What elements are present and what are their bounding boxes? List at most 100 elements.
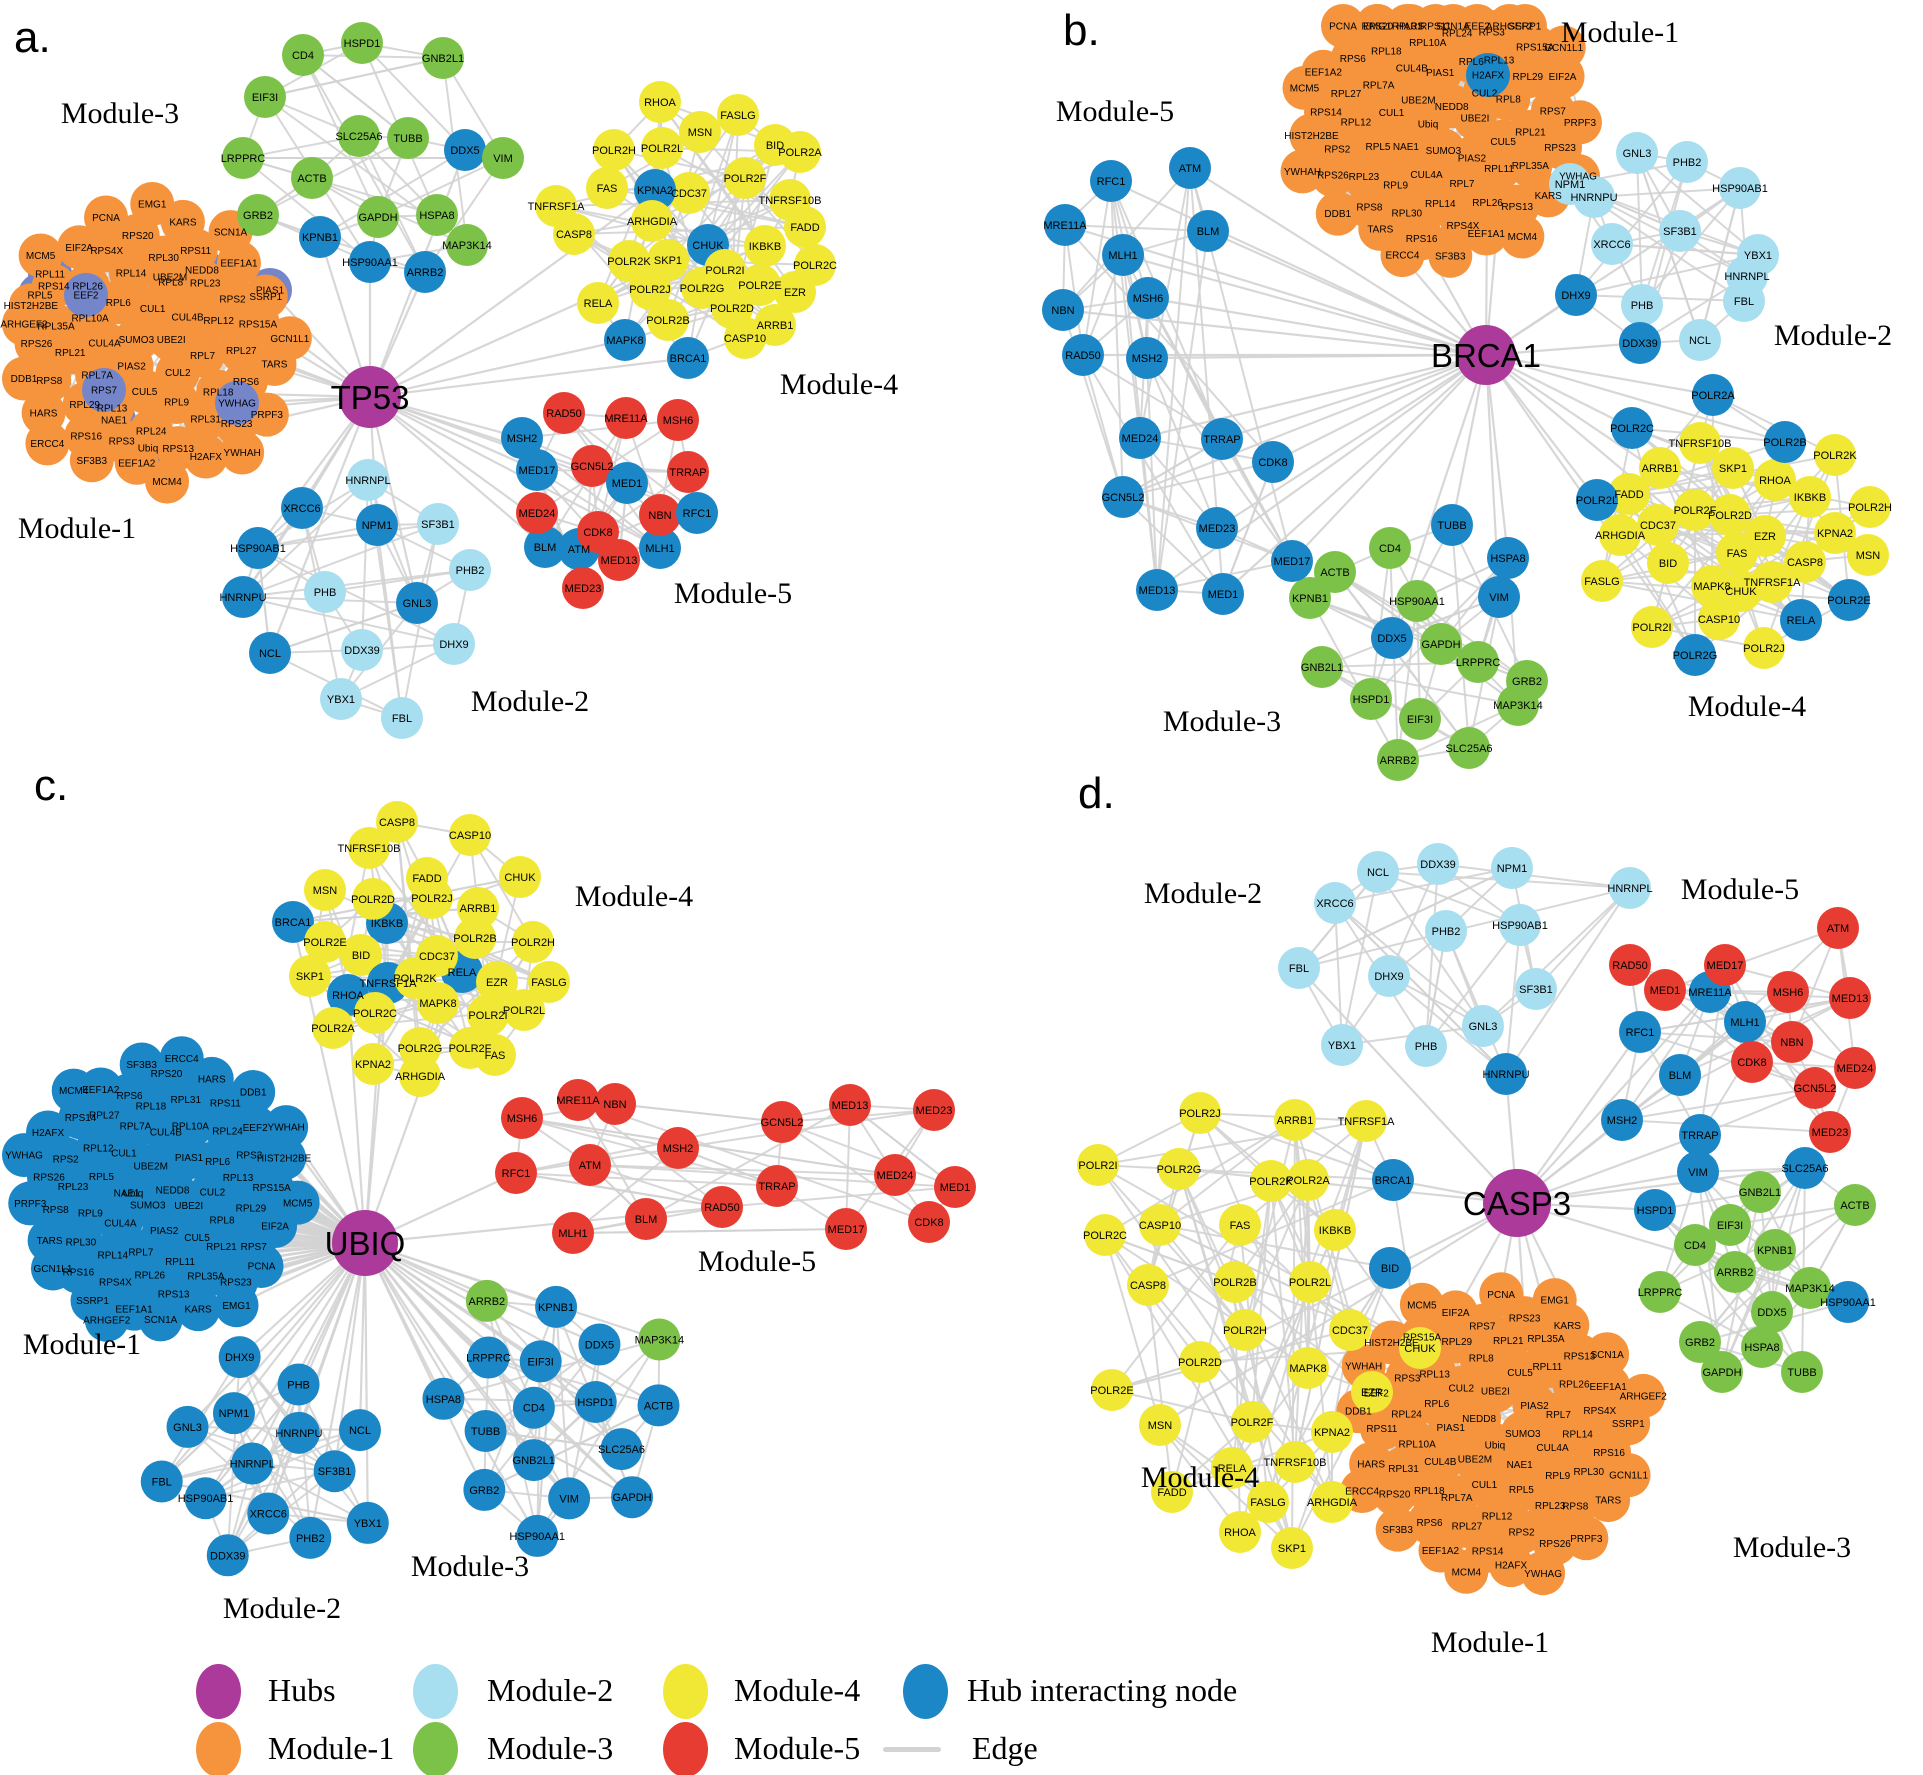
edge [238,1356,336,1473]
node-RELA [1211,1447,1253,1489]
node-label-NEDD8: NEDD8 [185,266,219,277]
node-MED17 [1704,944,1746,986]
node-label-RPL8: RPL8 [210,1216,235,1227]
panel-letter-a: a. [14,13,51,62]
edge [1629,964,1746,1023]
node-label-CUL1: CUL1 [140,304,166,315]
node-label-KARS: KARS [184,1305,212,1316]
node-label-CHUK: CHUK [1725,586,1757,598]
node-label-RPS3: RPS3 [1479,28,1506,39]
node-label-CUL4A: CUL4A [104,1219,137,1230]
node-label-RPL5: RPL5 [1509,1485,1534,1496]
node-MED13 [1829,977,1871,1019]
node-label-POLR2F: POLR2F [449,1043,492,1055]
module-label-d-module-4: Module-4 [1141,1461,1259,1494]
node-label-KPNA2: KPNA2 [1817,528,1853,540]
node-label-SKP1: SKP1 [654,255,682,267]
node-DHX9 [1368,955,1410,997]
node-EEF2 [64,273,108,317]
node-label-KARS: KARS [1535,191,1563,202]
node-DDB1 [1315,191,1360,236]
node-label-CASP10: CASP10 [449,830,491,842]
module-label-a-module-2: Module-2 [471,685,589,718]
node-POLR2D [1709,494,1751,536]
node-PCNA [1479,1272,1524,1317]
node-label-PHB: PHB [1631,300,1654,312]
edge [376,524,403,719]
node-DDX39 [1417,843,1459,885]
node-GNB2L1 [1301,646,1343,688]
node-IKBKB [1789,476,1831,518]
node-label-RPL18: RPL18 [1371,47,1402,58]
module-label-d-module-3: Module-3 [1733,1531,1851,1564]
node-label-RPS6: RPS6 [117,1091,144,1102]
node-label-POLR2E: POLR2E [1827,595,1870,607]
panel-c-nodes [2,801,976,1577]
node-MED17 [516,449,558,491]
node-label-ERCC4: ERCC4 [1345,1487,1379,1498]
node-GNL3 [1616,132,1658,174]
node-label-RPS16: RPS16 [70,431,102,442]
node-label-RPS15A: RPS15A [1403,1333,1442,1344]
node-label-RPL24: RPL24 [136,427,167,438]
edge [232,1241,367,1415]
edge [521,1117,896,1176]
edge [368,395,547,549]
node-GAPDH [1420,623,1462,665]
node-RAD50 [1609,944,1651,986]
node-label-FAS: FAS [1727,548,1748,560]
node-label-FBL: FBL [392,713,412,725]
node-label-RPS3: RPS3 [109,436,136,447]
node-label-POLR2K: POLR2K [1249,1176,1293,1188]
node-label-TUBB: TUBB [1787,1367,1816,1379]
edge [1109,179,1488,357]
node-label-Ubiq: Ubiq [1418,120,1439,131]
node-label-KPNB1: KPNB1 [1757,1245,1793,1257]
node-ARHGDIA [631,200,673,242]
node-label-EIF2A: EIF2A [1442,1308,1470,1319]
node-RELA [577,282,619,324]
node-label-POLR2J: POLR2J [411,893,453,905]
node-MCM5 [275,1180,320,1225]
node-label-PHB2: PHB2 [296,1533,325,1545]
node-label-YWHAG: YWHAG [1524,1569,1562,1580]
node-SF3B3 [1375,1507,1420,1552]
node-EMG1 [214,1283,259,1328]
panel-letter-d: d. [1078,769,1115,818]
node-POLR2C [354,992,396,1034]
node-KPNA2 [1814,512,1856,554]
node-GRB2 [463,1468,506,1511]
node-label-RPL26: RPL26 [135,1270,166,1281]
node-MSH2 [1126,337,1168,379]
node-label-CUL5: CUL5 [1490,137,1516,148]
node-label-CHUK: CHUK [692,240,724,252]
edge [1425,863,1439,1047]
edge [1639,1031,1793,1043]
node-label-DHX9: DHX9 [1374,971,1403,983]
node-label-ERCC4: ERCC4 [30,439,64,450]
edge [1146,357,1218,529]
node-label-RPL5: RPL5 [1365,142,1390,153]
node-MAP3K14 [638,1318,681,1361]
node-label-RPL29: RPL29 [1513,72,1544,83]
node-label-RPS7: RPS7 [91,386,118,397]
edge [1244,1179,1309,1331]
node-label-MAP3K14: MAP3K14 [635,1334,685,1346]
edge [368,356,690,399]
node-label-ERCC4: ERCC4 [1386,251,1420,262]
edge [1593,187,1741,198]
node-label-GRB2: GRB2 [1512,676,1542,688]
node-label-RPL7: RPL7 [1546,1410,1571,1421]
node-GRB2 [237,194,279,236]
node-FADD [1608,473,1650,515]
node-label-RPL9: RPL9 [78,1209,103,1220]
node-label-POLR2B: POLR2B [1213,1277,1256,1289]
node-label-RPS13: RPS13 [162,444,194,455]
edge [242,569,471,598]
node-label-HNRNPL: HNRNPL [1607,883,1652,895]
node-EZR [1744,515,1786,557]
node-label-UBE2I: UBE2I [1461,113,1490,124]
node-NPM1 [1549,163,1591,205]
node-NBN [594,1083,636,1125]
edge [251,1241,367,1465]
